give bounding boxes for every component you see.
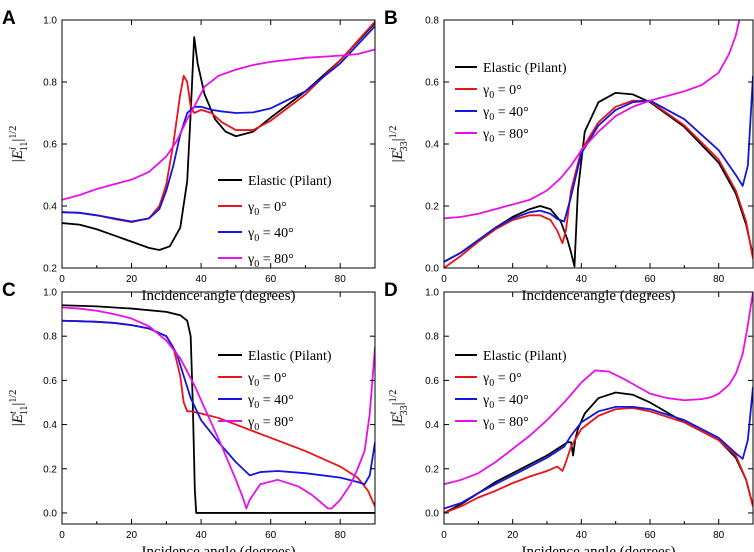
- x-tick-label: 20: [126, 530, 138, 541]
- series-line-3: [444, 20, 741, 220]
- series-line-2: [62, 319, 375, 486]
- legend-label: γ0 = 0°: [247, 371, 287, 389]
- series-line-1: [444, 407, 753, 514]
- x-tick-label: 0: [441, 530, 447, 541]
- x-tick-label: 60: [265, 274, 277, 285]
- y-tick-label: 0.8: [425, 332, 439, 343]
- y-axis-label: |Ei33|1/2: [388, 126, 410, 163]
- x-axis-label: Incidence angle (degrees): [521, 288, 675, 304]
- y-tick-label: 0.0: [425, 508, 439, 519]
- x-axis-label: Incidence angle (degrees): [141, 288, 295, 304]
- series-line-1: [444, 99, 753, 268]
- series-line-3: [62, 306, 375, 510]
- legend-label: γ0 = 0°: [482, 83, 522, 101]
- y-tick-label: 0.6: [425, 78, 439, 89]
- legend-label: γ0 = 80°: [247, 252, 294, 270]
- y-tick-label: 0.6: [43, 140, 57, 151]
- panel-C: C 0 20 40 60 80 0.0 0.2 0.4 0.6 0.8 1.0 Incidence an…: [2, 280, 376, 552]
- x-axis-label: Incidence angle (degrees): [521, 544, 675, 552]
- panel-letter: B: [384, 8, 398, 29]
- series-line-1: [62, 20, 375, 224]
- series-line-0: [62, 304, 375, 514]
- panel-letter: D: [384, 280, 398, 301]
- y-tick-label: 0.2: [425, 202, 439, 213]
- x-tick-label: 40: [196, 530, 208, 541]
- legend-label: γ0 = 40°: [482, 105, 529, 123]
- legend-label: Elastic (Pilant): [248, 174, 332, 189]
- y-tick-label: 0.8: [43, 332, 57, 343]
- y-tick-label: 0.8: [425, 16, 439, 27]
- y-tick-label: 0.4: [425, 140, 439, 151]
- legend-label: γ0 = 80°: [247, 415, 294, 433]
- x-tick-label: 20: [507, 530, 519, 541]
- x-tick-label: 80: [713, 530, 725, 541]
- x-tick-label: 60: [265, 530, 277, 541]
- panel-letter: C: [2, 280, 16, 301]
- legend-label: γ0 = 0°: [482, 371, 522, 389]
- legend-label: Elastic (Pilant): [483, 349, 567, 364]
- series-line-2: [444, 386, 753, 510]
- legend-label: γ0 = 0°: [247, 200, 287, 218]
- series-line-3: [444, 292, 753, 486]
- x-tick-label: 20: [507, 274, 519, 285]
- legend: Elastic (Pilant) γ0 = 0° γ0 = 40° γ0 = 80°: [218, 174, 332, 270]
- plot-frame: [61, 291, 376, 525]
- panel-D: D 0 20 40 60 80 0.0 0.2 0.4 0.6 0.8 1.0 Incidence an…: [384, 280, 754, 552]
- panel-letter: A: [2, 8, 16, 29]
- y-axis-label: |Et33|1/2: [388, 390, 410, 427]
- x-tick-label: 0: [441, 274, 447, 285]
- legend-label: γ0 = 40°: [247, 393, 294, 411]
- x-tick-label: 60: [644, 274, 656, 285]
- y-tick-label: 1.0: [425, 288, 439, 299]
- x-tick-label: 20: [126, 274, 138, 285]
- y-axis-label: |Et11|1/2: [8, 390, 30, 426]
- y-tick-label: 0.4: [425, 420, 439, 431]
- y-tick-label: 1.0: [43, 288, 57, 299]
- y-tick-label: 0.6: [43, 376, 57, 387]
- y-tick-label: 0.4: [43, 420, 57, 431]
- panel-B: B 0 20 40 60 80 0.0 0.2 0.4 0.6 0.8 Incidence angle…: [384, 8, 754, 304]
- legend-label: γ0 = 80°: [482, 415, 529, 433]
- legend-label: γ0 = 40°: [482, 393, 529, 411]
- x-tick-label: 0: [59, 530, 65, 541]
- y-tick-label: 1.0: [43, 16, 57, 27]
- x-tick-label: 80: [335, 274, 347, 285]
- x-tick-label: 40: [576, 530, 588, 541]
- series-line-2: [444, 75, 753, 263]
- legend-label: γ0 = 40°: [247, 226, 294, 244]
- x-tick-label: 40: [196, 274, 208, 285]
- y-tick-label: 0.0: [43, 508, 57, 519]
- x-tick-label: 0: [59, 274, 65, 285]
- panel-A: A 0 20 40 60 80 0.2 0.4 0.6 0.8 1.0 Incidence angle…: [2, 8, 376, 304]
- x-axis-label: Incidence angle (degrees): [141, 544, 295, 552]
- x-tick-label: 40: [576, 274, 588, 285]
- y-tick-label: 0.2: [43, 464, 57, 475]
- series-line-3: [62, 48, 375, 201]
- y-tick-label: 0.4: [43, 202, 57, 213]
- plot-frame: [443, 291, 754, 525]
- y-tick-label: 0.0: [425, 264, 439, 275]
- legend: Elastic (Pilant) γ0 = 0° γ0 = 40° γ0 = 80°: [218, 349, 332, 433]
- x-tick-label: 80: [713, 274, 725, 285]
- y-tick-label: 0.6: [425, 376, 439, 387]
- legend-label: Elastic (Pilant): [483, 61, 567, 76]
- y-axis-label: |Ei11|1/2: [8, 126, 30, 162]
- legend-label: Elastic (Pilant): [248, 349, 332, 364]
- legend-label: γ0 = 80°: [482, 127, 529, 145]
- x-tick-label: 80: [335, 530, 347, 541]
- y-tick-label: 0.8: [43, 78, 57, 89]
- y-tick-label: 0.2: [425, 464, 439, 475]
- legend: Elastic (Pilant) γ0 = 0° γ0 = 40° γ0 = 80°: [455, 349, 567, 433]
- series-line-2: [62, 25, 375, 223]
- series-line-0: [444, 91, 753, 268]
- y-tick-label: 0.2: [43, 264, 57, 275]
- x-tick-label: 60: [644, 530, 656, 541]
- legend: Elastic (Pilant) γ0 = 0° γ0 = 40° γ0 = 80°: [455, 61, 567, 145]
